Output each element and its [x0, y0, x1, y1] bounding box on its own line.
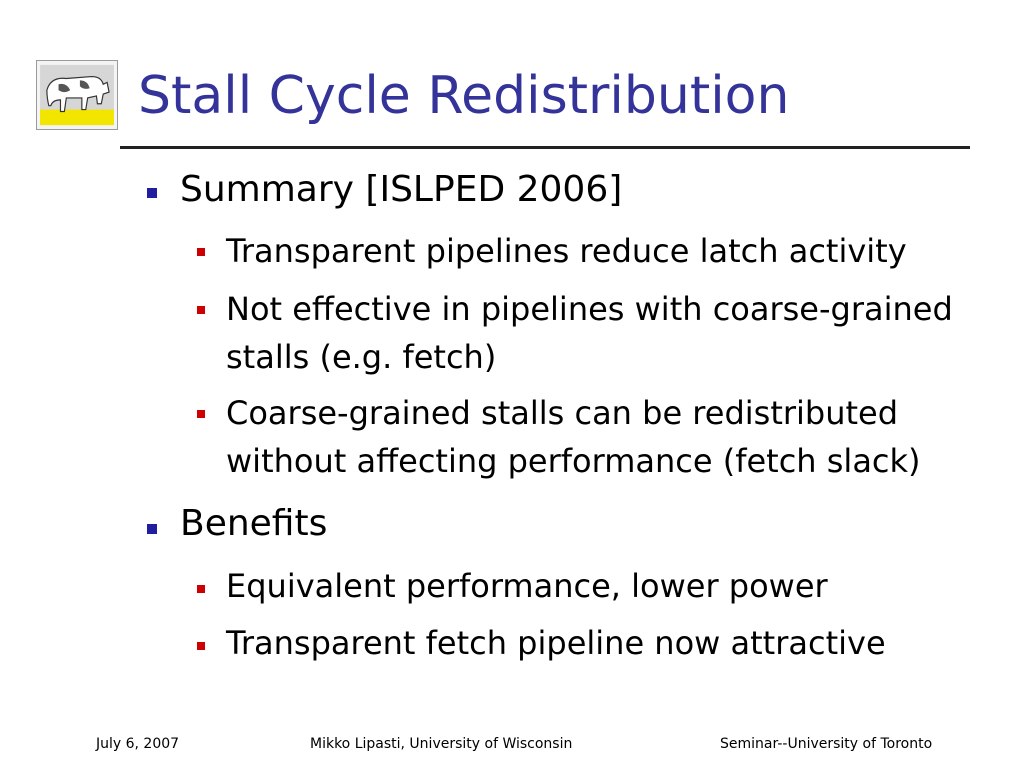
- bullet-marker: [147, 188, 157, 198]
- bullet-summary: Summary [ISLPED 2006]: [180, 169, 623, 210]
- sub-bullet-marker: [197, 410, 205, 418]
- sub-bullet-marker: [197, 306, 205, 314]
- sub-bullet-marker: [197, 585, 205, 593]
- footer-author: Mikko Lipasti, University of Wisconsin: [310, 736, 573, 752]
- slide-title: Stall Cycle Redistribution: [138, 66, 790, 126]
- bullet-benefits: Benefits: [180, 503, 328, 544]
- footer-venue: Seminar--University of Toronto: [720, 736, 933, 752]
- sub-bullet-fetch-pipeline: Transparent fetch pipeline now attractiv…: [226, 624, 886, 662]
- cow-painting-icon: [40, 64, 114, 126]
- sub-bullet-marker: [197, 642, 205, 650]
- logo: [36, 60, 118, 130]
- sub-bullet-marker: [197, 248, 205, 256]
- sub-bullet-coarse-stalls: Not effective in pipelines with coarse-g…: [226, 290, 953, 376]
- footer-date: July 6, 2007: [96, 736, 180, 752]
- sub-bullet-redistributed: Coarse-grained stalls can be redistribut…: [226, 394, 921, 480]
- title-underline: [120, 146, 970, 149]
- bullet-marker: [147, 524, 157, 534]
- sub-bullet-latch: Transparent pipelines reduce latch activ…: [226, 232, 907, 270]
- sub-bullet-power: Equivalent performance, lower power: [226, 567, 828, 605]
